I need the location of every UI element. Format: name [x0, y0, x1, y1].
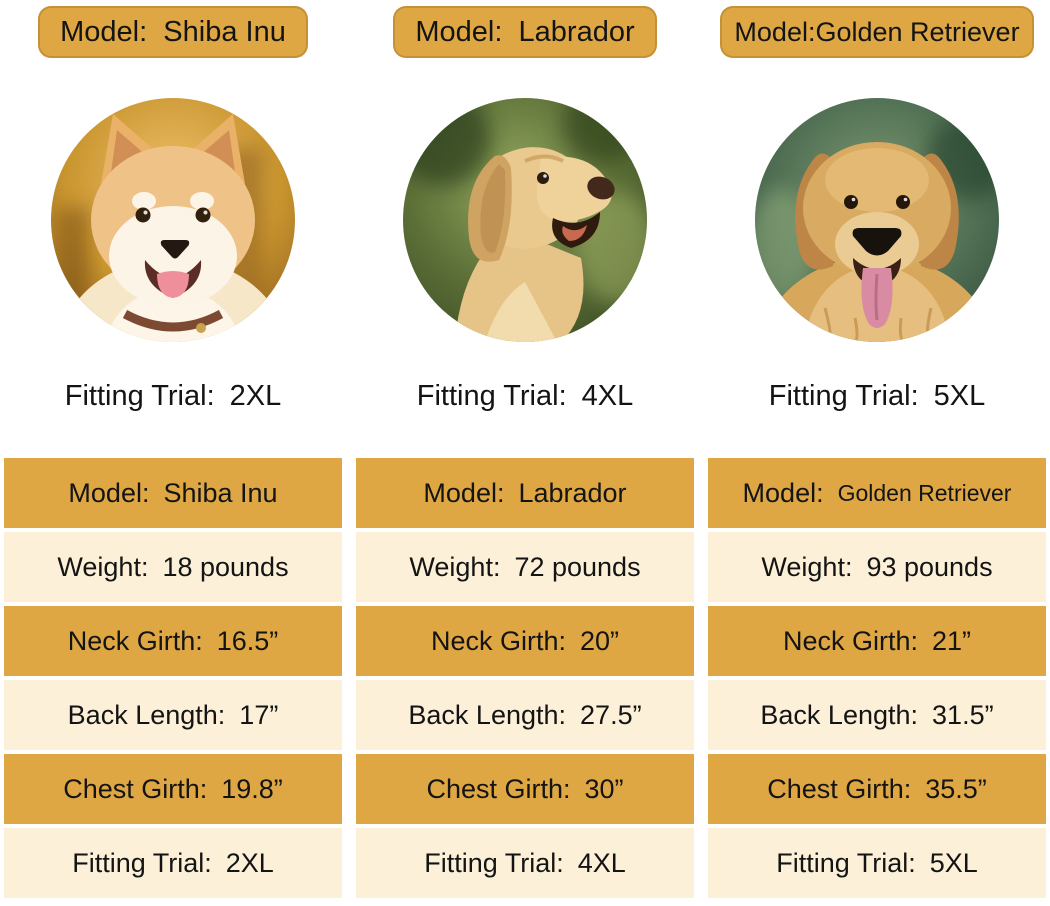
row-label: Neck Girth:	[67, 625, 203, 656]
row-value: 19.8”	[221, 773, 283, 804]
table-row-model: Model: Shiba Inu	[4, 458, 342, 528]
fitting-trial-text: Fitting Trial: 2XL	[65, 378, 281, 414]
row-label: Model:	[742, 477, 824, 508]
table-row-chest-girth: Chest Girth: 30”	[356, 754, 694, 824]
row-label: Fitting Trial:	[424, 847, 564, 878]
row-value: Golden Retriever	[837, 479, 1012, 506]
table-row-model: Model: Labrador	[356, 458, 694, 528]
row-label: Neck Girth:	[782, 625, 918, 656]
table-row-back-length: Back Length: 31.5”	[708, 680, 1046, 750]
row-value: Shiba Inu	[163, 477, 278, 508]
table-row-model: Model: Golden Retriever	[708, 458, 1046, 528]
row-value: 16.5”	[216, 625, 279, 656]
row-value: 72 pounds	[514, 551, 641, 582]
row-label: Back Length:	[760, 699, 919, 730]
table-row-back-length: Back Length: 27.5”	[356, 680, 694, 750]
column-labrador: Model: Labrador	[356, 0, 694, 906]
table-row-neck-girth: Neck Girth: 21”	[708, 606, 1046, 676]
row-label: Fitting Trial:	[776, 847, 916, 878]
row-label: Chest Girth:	[426, 773, 571, 804]
row-label: Chest Girth:	[767, 773, 912, 804]
table-row-weight: Weight: 18 pounds	[4, 532, 342, 602]
size-table: Model: Labrador Weight: 72 pounds Neck G…	[356, 458, 694, 898]
row-value: 35.5”	[925, 773, 987, 804]
row-label: Weight:	[57, 551, 149, 582]
table-row-fitting-trial: Fitting Trial: 4XL	[356, 828, 694, 898]
table-row-back-length: Back Length: 17”	[4, 680, 342, 750]
table-row-fitting-trial: Fitting Trial: 5XL	[708, 828, 1046, 898]
size-table: Model: Golden Retriever Weight: 93 pound…	[708, 458, 1046, 898]
row-value: 2XL	[225, 847, 274, 878]
table-row-weight: Weight: 93 pounds	[708, 532, 1046, 602]
table-row-chest-girth: Chest Girth: 35.5”	[708, 754, 1046, 824]
golden-retriever-photo	[755, 98, 999, 342]
table-row-neck-girth: Neck Girth: 16.5”	[4, 606, 342, 676]
row-label: Model:	[423, 477, 505, 508]
dog-photo	[51, 98, 295, 342]
row-value: 30”	[584, 773, 624, 804]
dog-photo	[403, 98, 647, 342]
row-label: Back Length:	[67, 699, 226, 730]
column-shiba-inu: Model: Shiba Inu	[4, 0, 342, 906]
model-badge: Model: Shiba Inu	[38, 6, 308, 58]
row-value: 5XL	[929, 847, 978, 878]
size-table: Model: Shiba Inu Weight: 18 pounds Neck …	[4, 458, 342, 898]
row-value: 20”	[580, 625, 620, 656]
model-badge: Model:Golden Retriever	[720, 6, 1034, 58]
fitting-trial-label: Fitting Trial:	[64, 379, 215, 412]
model-badge: Model: Labrador	[393, 6, 657, 58]
dog-photo	[755, 98, 999, 342]
row-value: 93 pounds	[866, 551, 993, 582]
row-label: Chest Girth:	[63, 773, 208, 804]
row-value: 18 pounds	[162, 551, 289, 582]
table-row-fitting-trial: Fitting Trial: 2XL	[4, 828, 342, 898]
row-label: Weight:	[409, 551, 501, 582]
column-golden-retriever: Model: Golden Retriever	[708, 0, 1046, 906]
fitting-trial-value: 4XL	[581, 379, 634, 412]
row-value: 17”	[239, 699, 279, 730]
row-value: 27.5”	[580, 699, 642, 730]
row-value: 31.5”	[932, 699, 994, 730]
row-label: Weight:	[761, 551, 853, 582]
table-row-neck-girth: Neck Girth: 20”	[356, 606, 694, 676]
fitting-trial-value: 2XL	[229, 379, 282, 412]
fitting-trial-text: Fitting Trial: 4XL	[417, 378, 633, 414]
fitting-trial-value: 5XL	[933, 379, 986, 412]
shiba-inu-photo	[51, 98, 295, 342]
table-row-weight: Weight: 72 pounds	[356, 532, 694, 602]
row-value: Labrador	[518, 477, 627, 508]
row-label: Back Length:	[408, 699, 567, 730]
fitting-trial-text: Fitting Trial: 5XL	[769, 378, 985, 414]
fitting-trial-label: Fitting Trial:	[768, 379, 919, 412]
row-value: 4XL	[577, 847, 626, 878]
row-value: 21”	[932, 625, 972, 656]
fitting-trial-label: Fitting Trial:	[416, 379, 567, 412]
row-label: Model:	[68, 477, 150, 508]
labrador-photo	[403, 98, 647, 342]
row-label: Fitting Trial:	[72, 847, 212, 878]
row-label: Neck Girth:	[430, 625, 566, 656]
table-row-chest-girth: Chest Girth: 19.8”	[4, 754, 342, 824]
